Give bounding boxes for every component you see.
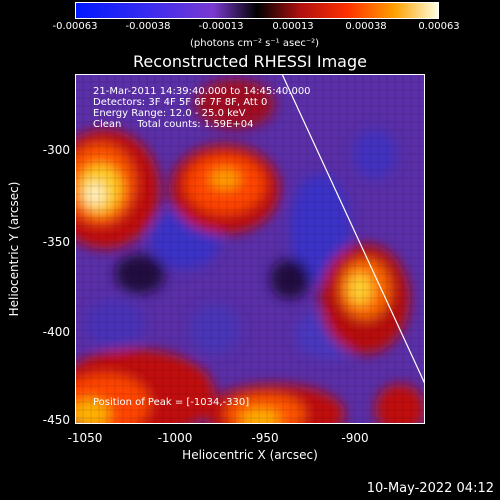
solar-limb-line: [281, 74, 425, 385]
y-tick-label: -400: [42, 325, 70, 339]
colorbar-units: (photons cm⁻² s⁻¹ asec⁻²): [190, 38, 320, 49]
energy-range-label: Energy Range: 12.0 - 25.0 keV: [93, 108, 246, 119]
x-tick-label: -1050: [67, 431, 103, 445]
y-axis-label: Heliocentric Y (arcsec): [7, 181, 21, 317]
x-tick-label: -1000: [157, 431, 193, 445]
x-tick-label: -900: [341, 431, 369, 445]
time-range-label: 21-Mar-2011 14:39:40.000 to 14:45:40.000: [93, 86, 311, 97]
peak-position-label: Position of Peak = [-1034,-330]: [93, 397, 250, 408]
x-axis-label: Heliocentric X (arcsec): [182, 448, 318, 462]
colorbar-tick: -0.00013: [198, 21, 244, 32]
colorbar: [75, 2, 439, 19]
colorbar-tick: 0.00038: [345, 21, 387, 32]
detectors-label: Detectors: 3F 4F 5F 6F 7F 8F, Att 0: [93, 97, 268, 108]
y-tick-label: -350: [42, 235, 70, 249]
colorbar-tick: 0.00013: [272, 21, 314, 32]
y-tick-label: -300: [42, 143, 70, 157]
y-tick-label: -450: [42, 413, 70, 427]
rhessi-image: [75, 74, 425, 424]
x-tick-label: -950: [251, 431, 279, 445]
method-counts-label: Clean Total counts: 1.59E+04: [93, 119, 254, 130]
timestamp-footer: 10-May-2022 04:12: [366, 481, 494, 496]
colorbar-tick: -0.00038: [125, 21, 171, 32]
colorbar-tick: 0.00063: [418, 21, 460, 32]
plot-title: Reconstructed RHESSI Image: [133, 52, 367, 71]
colorbar-tick: -0.00063: [52, 21, 98, 32]
